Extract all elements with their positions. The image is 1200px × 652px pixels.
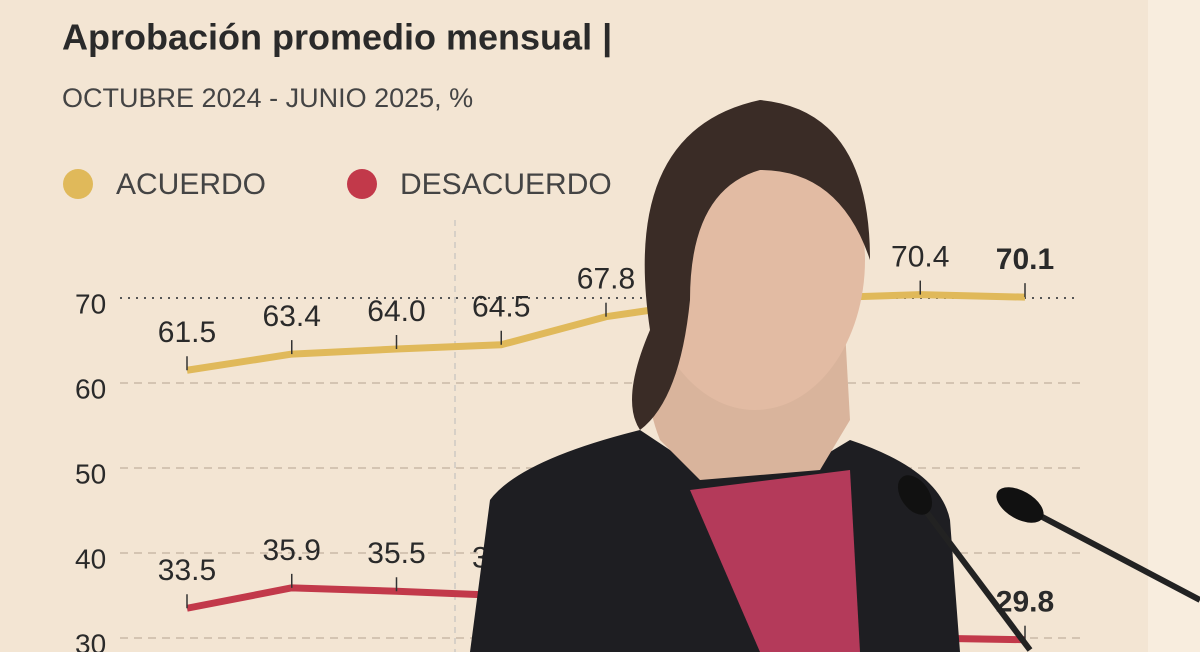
data-label: 61.5	[158, 316, 216, 349]
y-tick-label: 70	[75, 288, 106, 319]
y-tick-label: 30	[75, 628, 106, 652]
data-label: 63.4	[263, 300, 321, 333]
chart-subtitle: OCTUBRE 2024 - JUNIO 2025, %	[62, 83, 473, 113]
y-tick-label: 40	[75, 543, 106, 574]
photo	[470, 100, 1200, 652]
data-label: 35.5	[367, 537, 425, 570]
data-label: 33.5	[158, 554, 216, 587]
y-tick-label: 60	[75, 373, 106, 404]
legend-label: ACUERDO	[116, 168, 266, 201]
y-tick-label: 50	[75, 458, 106, 489]
side-strip	[1148, 0, 1200, 652]
legend-marker	[63, 169, 93, 199]
data-label: 70.4	[891, 241, 949, 274]
data-label: 67.8	[577, 263, 635, 296]
chart-title: Aprobación promedio mensual |	[62, 17, 612, 59]
legend-label: DESACUERDO	[400, 168, 612, 201]
data-label: 64.5	[472, 291, 530, 324]
legend-marker	[347, 169, 377, 199]
data-label: 35.9	[263, 534, 321, 567]
data-label: 70.1	[996, 243, 1054, 276]
data-label: 64.0	[367, 295, 425, 328]
